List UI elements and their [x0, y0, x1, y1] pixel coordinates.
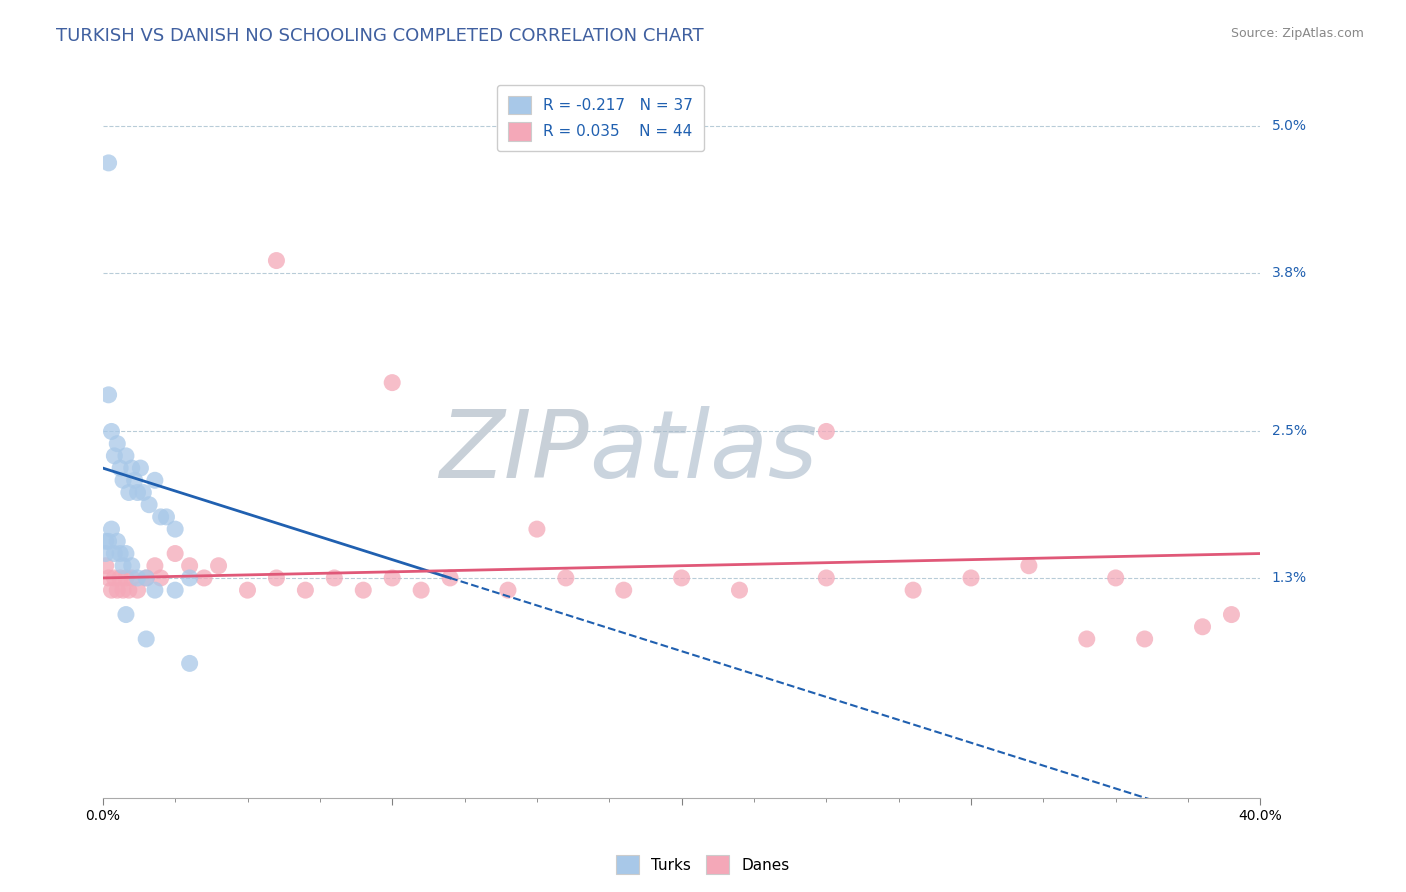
- Text: 5.0%: 5.0%: [1271, 120, 1306, 133]
- Point: [1220, 607, 1243, 622]
- Point: [165, 583, 187, 598]
- Point: [97, 388, 120, 402]
- Point: [100, 425, 122, 439]
- Legend: R = -0.217   N = 37, R = 0.035    N = 44: R = -0.217 N = 37, R = 0.035 N = 44: [498, 85, 704, 152]
- Point: [411, 583, 433, 598]
- Point: [94, 547, 117, 561]
- Point: [105, 583, 128, 598]
- Point: [179, 558, 201, 573]
- Point: [815, 425, 838, 439]
- Point: [193, 571, 215, 585]
- Point: [135, 571, 157, 585]
- Point: [115, 571, 138, 585]
- Point: [105, 436, 128, 450]
- Point: [127, 583, 149, 598]
- Point: [108, 547, 131, 561]
- Point: [381, 571, 404, 585]
- Point: [901, 583, 924, 598]
- Point: [132, 485, 155, 500]
- Point: [127, 485, 149, 500]
- Point: [135, 632, 157, 646]
- Point: [103, 449, 125, 463]
- Point: [155, 509, 177, 524]
- Point: [179, 571, 201, 585]
- Point: [108, 571, 131, 585]
- Point: [112, 583, 135, 598]
- Text: atlas: atlas: [589, 407, 817, 498]
- Text: Source: ZipAtlas.com: Source: ZipAtlas.com: [1230, 27, 1364, 40]
- Point: [105, 534, 128, 549]
- Point: [323, 571, 346, 585]
- Point: [671, 571, 693, 585]
- Point: [815, 571, 838, 585]
- Text: ZIP: ZIP: [439, 407, 589, 498]
- Point: [94, 558, 117, 573]
- Point: [121, 571, 143, 585]
- Point: [108, 461, 131, 475]
- Point: [236, 583, 259, 598]
- Point: [138, 498, 160, 512]
- Point: [294, 583, 316, 598]
- Text: 3.8%: 3.8%: [1271, 266, 1306, 280]
- Point: [112, 473, 135, 487]
- Point: [97, 534, 120, 549]
- Text: 1.3%: 1.3%: [1271, 571, 1306, 585]
- Point: [115, 607, 138, 622]
- Legend: Turks, Danes: Turks, Danes: [610, 849, 796, 880]
- Point: [266, 571, 288, 585]
- Point: [1076, 632, 1098, 646]
- Point: [97, 156, 120, 170]
- Point: [143, 583, 166, 598]
- Point: [121, 558, 143, 573]
- Point: [960, 571, 983, 585]
- Point: [496, 583, 519, 598]
- Point: [165, 547, 187, 561]
- Point: [143, 558, 166, 573]
- Point: [115, 449, 138, 463]
- Point: [118, 583, 141, 598]
- Point: [135, 571, 157, 585]
- Point: [526, 522, 548, 536]
- Point: [1105, 571, 1128, 585]
- Point: [554, 571, 576, 585]
- Point: [179, 657, 201, 671]
- Point: [103, 571, 125, 585]
- Point: [100, 522, 122, 536]
- Text: TURKISH VS DANISH NO SCHOOLING COMPLETED CORRELATION CHART: TURKISH VS DANISH NO SCHOOLING COMPLETED…: [56, 27, 704, 45]
- Point: [1018, 558, 1040, 573]
- Point: [728, 583, 751, 598]
- Point: [149, 571, 172, 585]
- Point: [439, 571, 461, 585]
- Point: [352, 583, 374, 598]
- Point: [115, 547, 138, 561]
- Point: [613, 583, 636, 598]
- Point: [97, 571, 120, 585]
- Point: [207, 558, 229, 573]
- Point: [381, 376, 404, 390]
- Point: [266, 253, 288, 268]
- Point: [127, 571, 149, 585]
- Point: [94, 534, 117, 549]
- Point: [165, 522, 187, 536]
- Point: [1191, 620, 1213, 634]
- Point: [100, 583, 122, 598]
- Point: [1133, 632, 1156, 646]
- Point: [118, 485, 141, 500]
- Text: 2.5%: 2.5%: [1271, 425, 1306, 439]
- Point: [103, 547, 125, 561]
- Point: [112, 558, 135, 573]
- Point: [149, 509, 172, 524]
- Point: [143, 473, 166, 487]
- Point: [124, 473, 146, 487]
- Point: [121, 461, 143, 475]
- Point: [129, 461, 152, 475]
